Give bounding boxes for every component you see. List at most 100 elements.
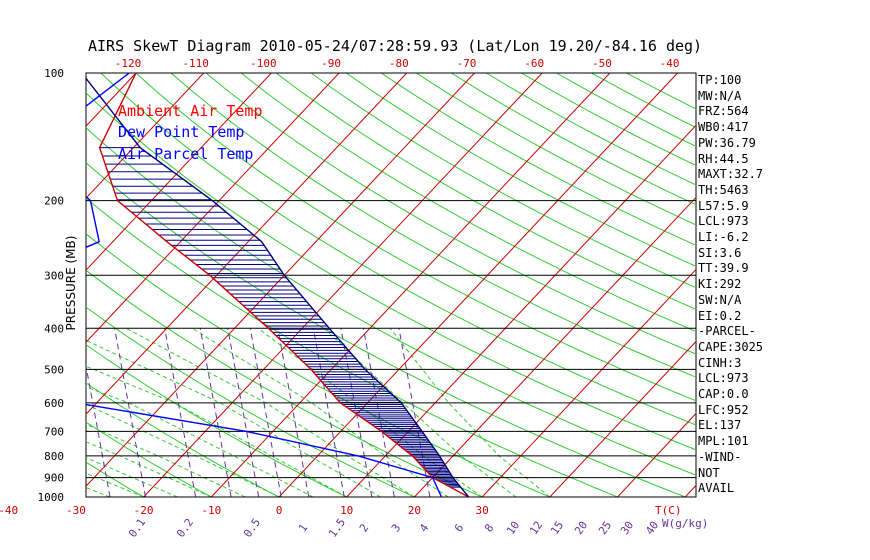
isotherm-line [86, 73, 272, 271]
moist-adiabat [86, 423, 246, 497]
dry-adiabat [345, 73, 696, 267]
moist-adiabat [0, 328, 76, 497]
mixing-ratio-line [114, 328, 147, 497]
stat-item: LCL:973 [698, 214, 749, 229]
pressure-tick-label: 200 [44, 195, 64, 208]
mixing-ratio-tick-label: 1.5 [326, 516, 348, 540]
stat-item: MPL:101 [698, 434, 749, 449]
temp-tick-label-bottom: 20 [408, 504, 421, 517]
dry-adiabat [135, 73, 696, 402]
pressure-tick-label: 900 [44, 472, 64, 485]
dry-adiabat [86, 126, 696, 476]
moist-adiabat [86, 441, 212, 497]
isotherm-line [549, 340, 696, 497]
moist-adiabat [86, 386, 314, 497]
mixing-ratio-unit-label: W(g/kg) [662, 517, 708, 530]
temp-tick-label-top: -60 [524, 57, 544, 70]
stat-item: LI:-6.2 [698, 230, 749, 244]
pressure-tick-label: 500 [44, 363, 64, 376]
stat-item: PW:36.79 [698, 135, 756, 150]
parcel-temp-line [86, 77, 470, 497]
pressure-tick-label: 800 [44, 450, 64, 463]
pressure-tick-label: 700 [44, 425, 64, 438]
mixing-ratio-tick-label: 20 [572, 519, 590, 537]
dry-adiabat [86, 233, 552, 497]
stat-item: TT:39.9 [698, 261, 749, 276]
isotherm-line [210, 73, 611, 497]
temp-tick-label-bottom: -40 [0, 504, 18, 517]
stat-item: -PARCEL- [698, 324, 756, 339]
moist-adiabat [86, 339, 381, 497]
isotherm-line [86, 73, 408, 415]
stat-item: CINH:3 [698, 355, 742, 370]
temp-tick-label-top: -120 [115, 57, 142, 70]
stat-item: TP:100 [698, 73, 742, 87]
stat-item: KI:292 [698, 277, 742, 292]
mixing-ratio-tick-label: 3 [389, 522, 403, 535]
mixing-ratio-line [227, 328, 260, 497]
mixing-ratio-line [277, 328, 310, 497]
pressure-tick-label: 600 [44, 397, 64, 410]
mixing-ratio-tick-label: 1 [296, 522, 310, 535]
pressure-tick-label: 300 [44, 269, 64, 282]
moist-adiabat [86, 457, 178, 497]
mixing-ratio-line [398, 328, 431, 497]
mixing-ratio-tick-label: 15 [548, 519, 566, 537]
stat-item: AVAIL [698, 481, 735, 496]
mixing-ratio-tick-label: 12 [527, 519, 545, 537]
dry-adiabat [0, 73, 22, 506]
temp-tick-label-top: -80 [389, 57, 409, 70]
legend-parcel: Air Parcel Temp [118, 145, 254, 163]
mixing-ratio-tick-label: 2 [357, 522, 371, 535]
legend-dewpoint: Dew Point Temp [118, 123, 245, 141]
stat-item: CAP:0.0 [698, 387, 749, 401]
temp-tick-label-bottom: -10 [201, 504, 221, 517]
mixing-ratio-tick-label: 40 [643, 519, 661, 537]
dry-adiabat [240, 73, 696, 333]
temp-tick-label-bottom: 0 [276, 504, 283, 517]
dry-adiabat [205, 73, 696, 355]
y-axis-label: PRESSURE (MB) [64, 235, 78, 331]
stat-item: SI:3.6 [698, 245, 742, 260]
mixing-ratio-line [199, 328, 232, 497]
mixing-ratio-tick-label: 4 [417, 521, 432, 534]
stat-item: WB0:417 [698, 120, 749, 135]
pressure-tick-label: 1000 [38, 491, 65, 504]
dry-adiabat [310, 73, 696, 289]
mixing-ratio-tick-label: 0.5 [241, 516, 263, 540]
temp-tick-label-top: -110 [182, 57, 209, 70]
temp-tick-label-bottom: 30 [475, 504, 488, 517]
isotherm-line [414, 196, 696, 497]
stat-item: TH:5463 [698, 182, 749, 197]
dry-adiabat [86, 421, 213, 497]
dry-adiabat [86, 306, 416, 497]
mixing-ratio-tick-label: 0.1 [126, 516, 148, 540]
isotherm-line [86, 73, 340, 343]
dry-adiabat [86, 161, 687, 497]
mixing-ratio-line [249, 328, 282, 497]
moist-adiabat [191, 327, 449, 497]
mixing-ratio-line [0, 328, 24, 497]
stat-item: FRZ:564 [698, 104, 749, 119]
pressure-tick-label: 100 [44, 67, 64, 80]
dry-adiabat [100, 73, 696, 426]
temp-tick-label-top: -70 [457, 57, 477, 70]
ambient-temp-line [98, 73, 469, 497]
stat-item: -WIND- [698, 449, 742, 464]
stat-item: MAXT:32.7 [698, 167, 764, 182]
stat-item: RH:44.5 [698, 151, 749, 166]
mixing-ratio-line [86, 363, 111, 497]
dry-adiabat [86, 461, 145, 497]
isotherm-line [617, 412, 696, 497]
mixing-ratio-tick-label: 0.2 [174, 516, 196, 540]
temp-tick-label-top: -90 [321, 57, 341, 70]
dry-adiabat [275, 73, 696, 310]
stat-item: LFC:952 [698, 402, 749, 417]
stat-item: EL:137 [698, 418, 742, 433]
mixing-ratio-line [164, 328, 197, 497]
isotherm-line [278, 73, 678, 497]
pressure-tick-label: 400 [44, 322, 64, 335]
legend-ambient: Ambient Air Temp [118, 102, 263, 120]
stat-item: NOT [698, 465, 720, 480]
